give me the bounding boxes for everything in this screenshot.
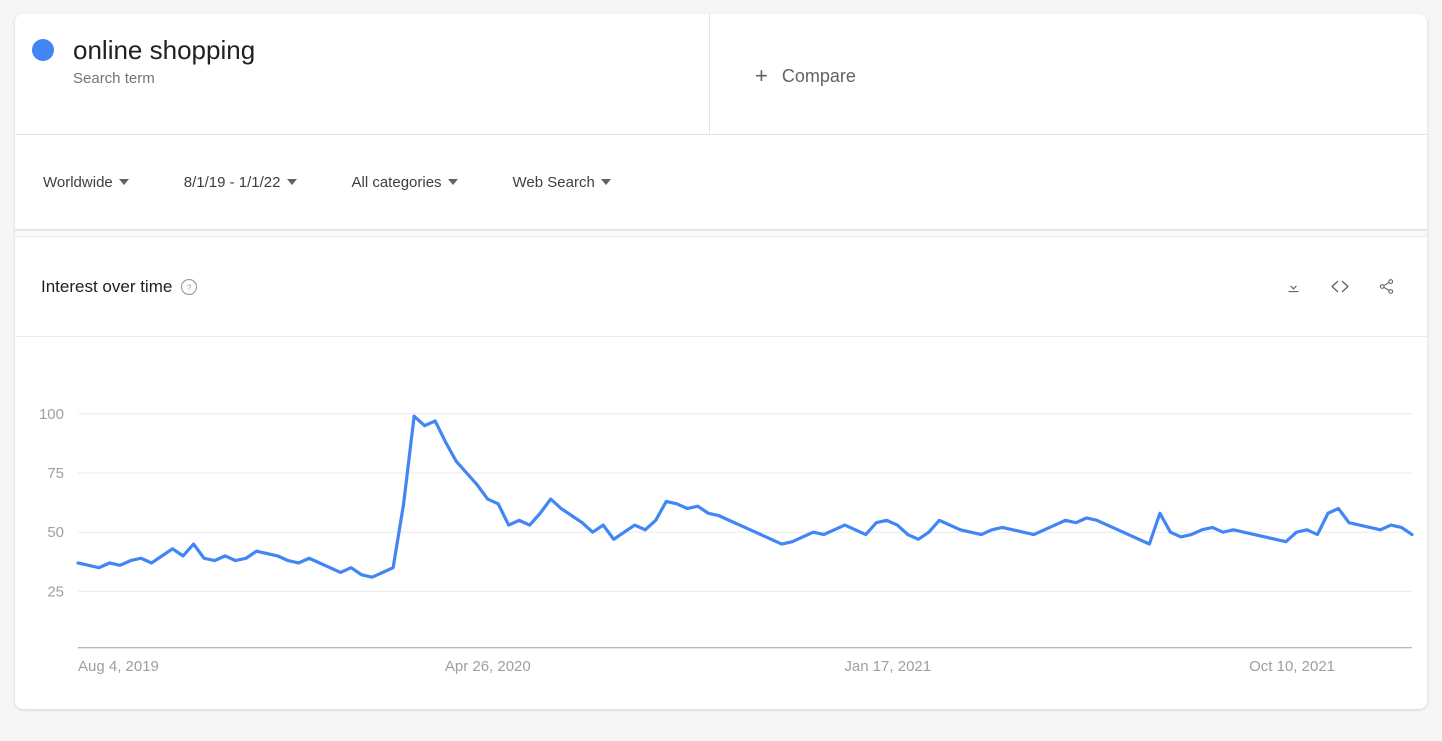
svg-text:?: ? [187,283,192,292]
svg-text:50: 50 [47,524,64,541]
svg-text:Aug 4, 2019: Aug 4, 2019 [78,658,159,675]
svg-text:75: 75 [47,465,64,482]
svg-text:25: 25 [47,583,64,600]
svg-text:100: 100 [39,406,64,423]
svg-text:Apr 26, 2020: Apr 26, 2020 [445,658,531,675]
svg-text:Jan 17, 2021: Jan 17, 2021 [844,658,931,675]
svg-text:Oct 10, 2021: Oct 10, 2021 [1249,658,1335,675]
